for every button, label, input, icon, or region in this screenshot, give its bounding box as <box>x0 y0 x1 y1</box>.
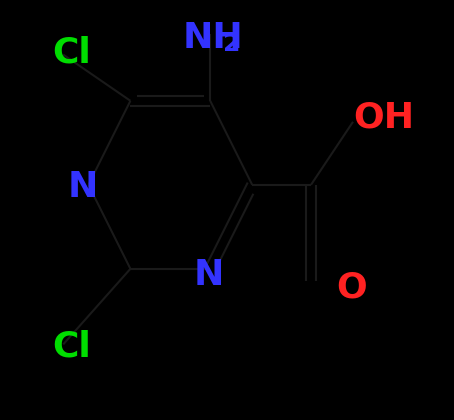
Text: 2: 2 <box>223 32 240 56</box>
Text: Cl: Cl <box>53 330 91 363</box>
Text: N: N <box>67 170 98 204</box>
Text: O: O <box>336 271 367 304</box>
Text: N: N <box>193 258 224 292</box>
Text: OH: OH <box>353 101 414 134</box>
Text: NH: NH <box>183 21 244 55</box>
Text: Cl: Cl <box>53 36 91 69</box>
